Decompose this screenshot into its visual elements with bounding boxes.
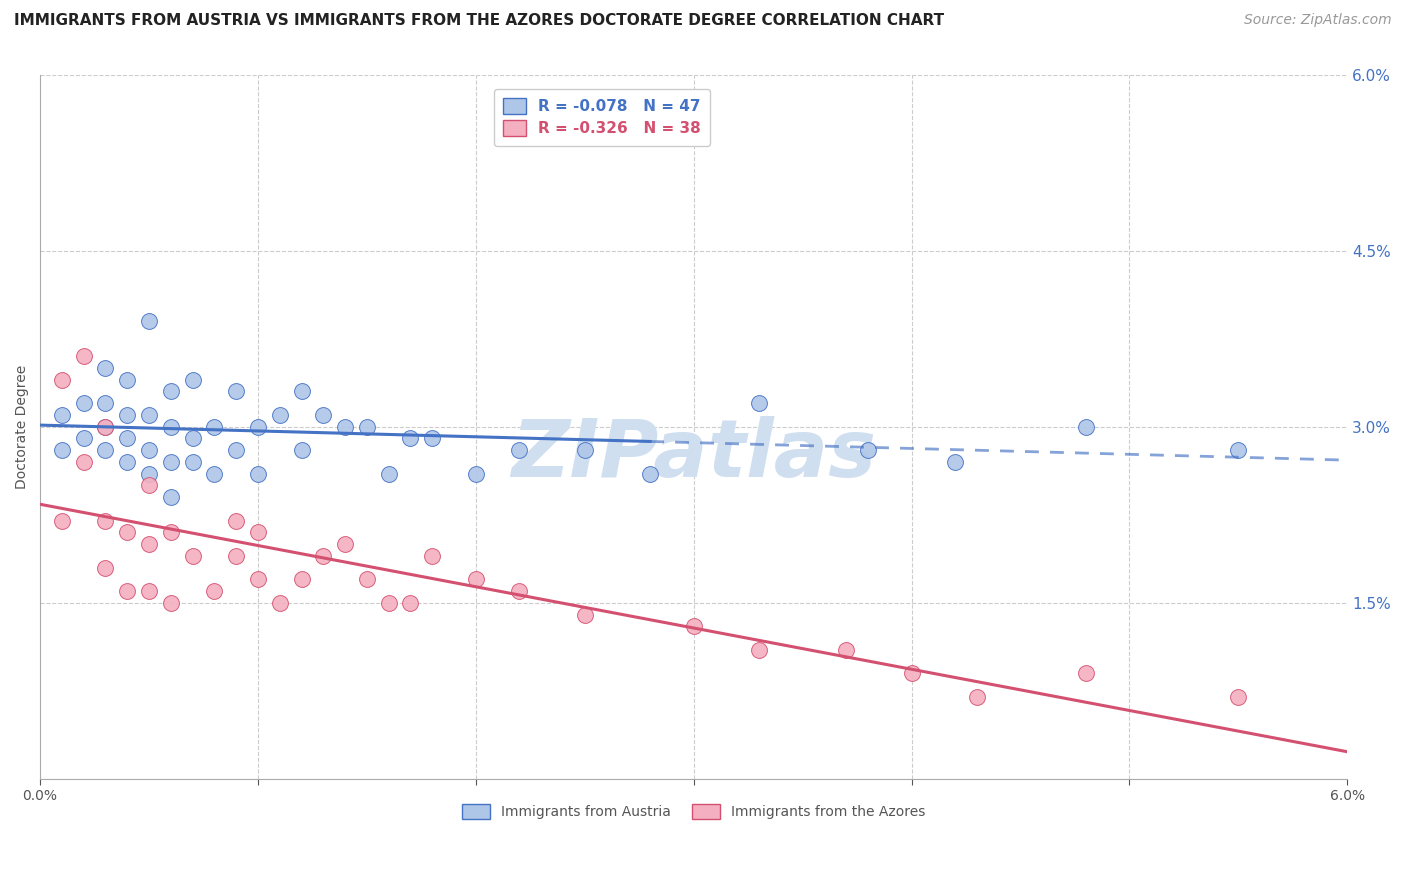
Point xyxy=(943,455,966,469)
Point xyxy=(138,443,160,458)
Point xyxy=(51,514,73,528)
Point xyxy=(574,443,596,458)
Point xyxy=(377,596,399,610)
Point xyxy=(138,467,160,481)
Point xyxy=(464,467,486,481)
Point xyxy=(333,537,356,551)
Point xyxy=(246,525,269,540)
Point xyxy=(117,432,139,446)
Point xyxy=(94,396,117,410)
Point xyxy=(94,443,117,458)
Point xyxy=(138,314,160,328)
Point xyxy=(464,572,486,586)
Point xyxy=(181,549,204,563)
Point xyxy=(181,373,204,387)
Point xyxy=(117,455,139,469)
Point xyxy=(138,584,160,599)
Point xyxy=(159,525,181,540)
Point xyxy=(117,408,139,422)
Point xyxy=(159,419,181,434)
Point xyxy=(181,432,204,446)
Point xyxy=(94,419,117,434)
Point xyxy=(420,432,443,446)
Point xyxy=(225,514,247,528)
Point xyxy=(290,384,312,399)
Point xyxy=(159,455,181,469)
Point xyxy=(748,396,770,410)
Point xyxy=(356,419,378,434)
Point xyxy=(290,572,312,586)
Point xyxy=(246,467,269,481)
Point xyxy=(900,666,922,681)
Legend: Immigrants from Austria, Immigrants from the Azores: Immigrants from Austria, Immigrants from… xyxy=(457,799,931,825)
Point xyxy=(73,432,96,446)
Point xyxy=(181,455,204,469)
Point xyxy=(1074,419,1097,434)
Point xyxy=(51,373,73,387)
Text: ZIPatlas: ZIPatlas xyxy=(512,416,876,494)
Point xyxy=(1227,443,1250,458)
Point xyxy=(51,408,73,422)
Point xyxy=(51,443,73,458)
Text: IMMIGRANTS FROM AUSTRIA VS IMMIGRANTS FROM THE AZORES DOCTORATE DEGREE CORRELATI: IMMIGRANTS FROM AUSTRIA VS IMMIGRANTS FR… xyxy=(14,13,945,29)
Point xyxy=(399,432,422,446)
Point xyxy=(202,419,225,434)
Point xyxy=(574,607,596,622)
Point xyxy=(202,467,225,481)
Point xyxy=(269,596,291,610)
Point xyxy=(94,419,117,434)
Point xyxy=(856,443,879,458)
Point xyxy=(246,572,269,586)
Point xyxy=(508,443,530,458)
Point xyxy=(73,455,96,469)
Point xyxy=(333,419,356,434)
Point xyxy=(73,349,96,363)
Point xyxy=(159,490,181,504)
Point xyxy=(269,408,291,422)
Point xyxy=(748,642,770,657)
Point xyxy=(356,572,378,586)
Point xyxy=(117,584,139,599)
Point xyxy=(290,443,312,458)
Point xyxy=(138,478,160,492)
Point xyxy=(117,525,139,540)
Point xyxy=(399,596,422,610)
Point xyxy=(682,619,704,633)
Point xyxy=(377,467,399,481)
Point xyxy=(225,549,247,563)
Y-axis label: Doctorate Degree: Doctorate Degree xyxy=(15,365,30,489)
Point xyxy=(202,584,225,599)
Point xyxy=(508,584,530,599)
Point xyxy=(94,560,117,574)
Point xyxy=(225,384,247,399)
Point xyxy=(94,514,117,528)
Point xyxy=(638,467,661,481)
Text: Source: ZipAtlas.com: Source: ZipAtlas.com xyxy=(1244,13,1392,28)
Point xyxy=(94,361,117,376)
Point xyxy=(138,408,160,422)
Point xyxy=(225,443,247,458)
Point xyxy=(73,396,96,410)
Point xyxy=(117,373,139,387)
Point xyxy=(1074,666,1097,681)
Point xyxy=(312,408,335,422)
Point xyxy=(138,537,160,551)
Point xyxy=(835,642,858,657)
Point xyxy=(420,549,443,563)
Point xyxy=(159,596,181,610)
Point xyxy=(966,690,988,704)
Point xyxy=(1227,690,1250,704)
Point xyxy=(312,549,335,563)
Point xyxy=(159,384,181,399)
Point xyxy=(246,419,269,434)
